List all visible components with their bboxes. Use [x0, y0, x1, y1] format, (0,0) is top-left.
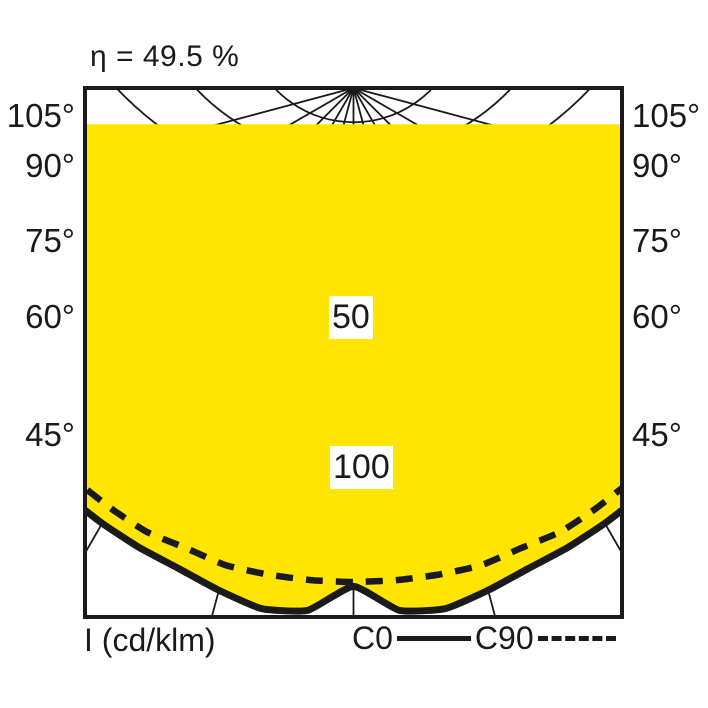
grid-spoke--75 — [85, 88, 354, 161]
curve-c0 — [85, 505, 622, 615]
angle-label-right-90: 90° — [632, 147, 682, 184]
intensity-units-label: I (cd/klm) — [84, 622, 216, 658]
angle-label-right-105: 105° — [632, 97, 701, 134]
intensity-fill-region — [85, 124, 622, 612]
radial-tick-label-50: 50 — [329, 296, 373, 339]
angle-label-left-75: 75° — [25, 222, 75, 259]
plot-frame-rect — [83, 86, 624, 619]
angle-label-right-45: 45° — [632, 416, 682, 453]
legend-label-c90: C90 — [474, 620, 534, 656]
efficiency-label: η = 49.5 % — [90, 40, 240, 73]
legend-swatch-c0-solid-line — [396, 635, 471, 641]
angle-label-right-75: 75° — [632, 222, 682, 259]
grid-spoke-75 — [353, 88, 622, 161]
legend-swatch-c90-dashed-line — [537, 635, 616, 641]
legend-label-c0: C0 — [352, 620, 393, 656]
angle-label-left-60: 60° — [25, 298, 75, 335]
intensity-curves — [85, 124, 622, 615]
legend: C0 C90 — [352, 622, 620, 654]
angle-label-left-90: 90° — [25, 147, 75, 184]
plot-frame — [83, 86, 624, 619]
angle-label-left-105: 105° — [6, 97, 75, 134]
grid-spoke-105 — [353, 88, 357, 89]
angle-label-right-60: 60° — [632, 298, 682, 335]
angle-label-left-45: 45° — [25, 416, 75, 453]
radial-tick-label-100: 100 — [330, 446, 393, 489]
